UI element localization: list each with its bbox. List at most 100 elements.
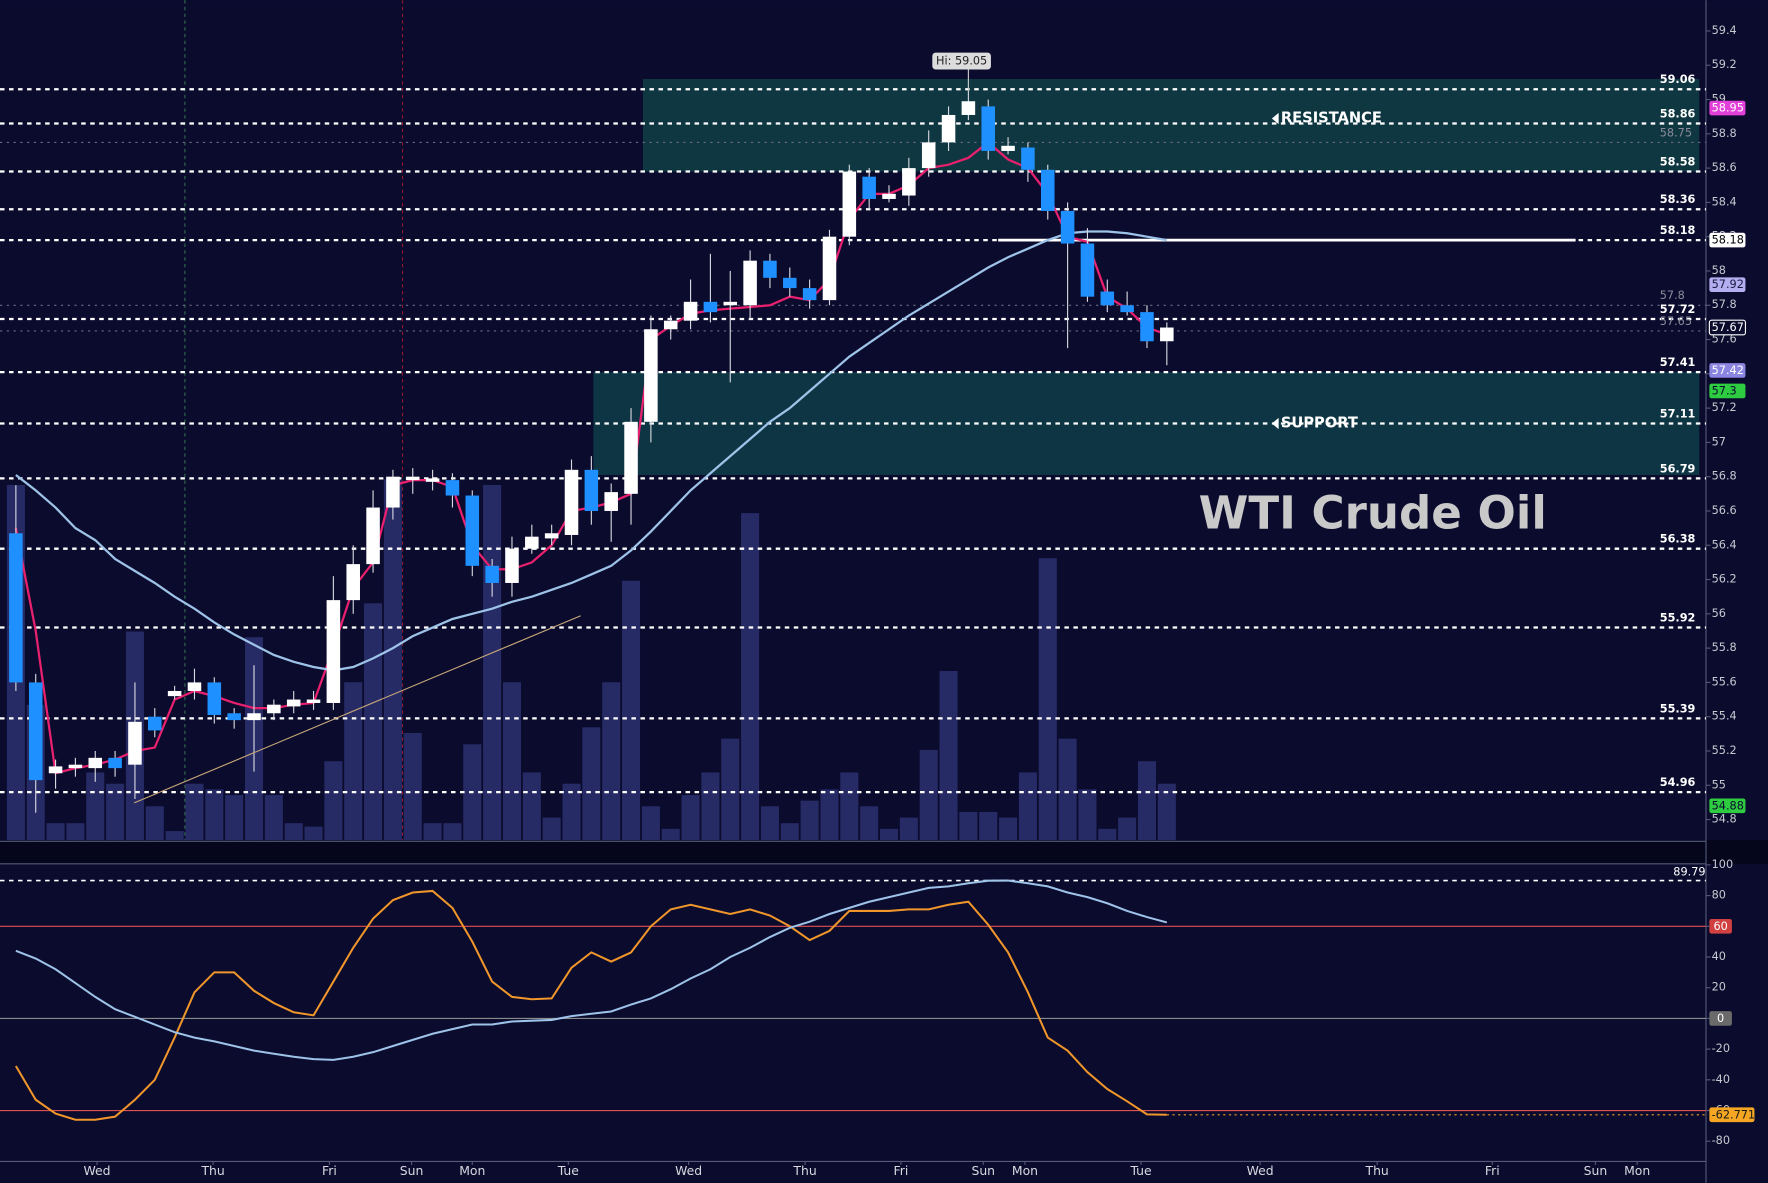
volume-bar: [1058, 738, 1077, 841]
candle-body: [68, 764, 83, 769]
y-tick-label: 58.6: [1712, 161, 1737, 174]
level-label: 55.92: [1660, 612, 1696, 625]
y-tick-label: 100: [1712, 858, 1734, 871]
candle-body: [783, 277, 797, 289]
volume-bar: [800, 800, 819, 841]
reference-badge-label: 0: [1717, 1012, 1724, 1025]
volume-bar: [721, 738, 740, 841]
y-tick-label: 57: [1712, 435, 1726, 448]
candle-body: [564, 469, 579, 535]
y-tick-label: 56.8: [1712, 470, 1737, 483]
last-value-badge: [1709, 1107, 1755, 1123]
candle-body: [921, 142, 936, 169]
candle-body: [743, 260, 757, 306]
candle-body: [683, 301, 698, 321]
level-label: 58.75: [1660, 126, 1692, 139]
zone: [642, 78, 1700, 172]
y-tick-label: 58.4: [1712, 195, 1737, 208]
volume-bar: [522, 772, 541, 841]
x-tick-label: Fri: [894, 1163, 909, 1178]
candle-body: [366, 507, 380, 565]
volume-bar: [1038, 558, 1057, 841]
candle-body: [624, 421, 638, 494]
volume-bar: [423, 823, 442, 841]
x-tick-label: Fri: [1485, 1163, 1500, 1178]
volume-bar: [820, 789, 839, 841]
candle-body: [604, 492, 618, 511]
candle-body: [763, 260, 777, 278]
volume-bar: [324, 761, 343, 841]
candle-body: [88, 757, 103, 769]
candle-body: [485, 565, 499, 583]
candle-body: [207, 682, 222, 715]
volume-bar: [443, 823, 462, 841]
candle-body: [28, 682, 43, 781]
candle-body: [326, 600, 341, 703]
x-tick-label: Mon: [1624, 1163, 1650, 1178]
candle-body: [227, 713, 241, 721]
x-tick-label: Tue: [557, 1163, 579, 1178]
reference-badge: [1709, 918, 1732, 934]
level-label: 58.86: [1660, 108, 1696, 121]
panel-separator: [0, 840, 1768, 864]
candle-body: [48, 766, 63, 774]
candle-body: [981, 106, 995, 151]
x-tick-label: Sun: [1584, 1163, 1608, 1178]
volume-bar: [1118, 817, 1137, 841]
volume-bar: [840, 772, 859, 841]
price-badge: [1709, 277, 1746, 293]
y-tick-label: -20: [1712, 1042, 1730, 1055]
x-tick-label: Sun: [971, 1163, 995, 1178]
price-badge: [1709, 363, 1746, 378]
level-label: 57.65: [1660, 315, 1692, 328]
x-tick-label: Fri: [322, 1163, 337, 1178]
candle-body: [723, 301, 738, 306]
volume-bar: [999, 817, 1018, 841]
y-tick-label: 56.6: [1712, 504, 1737, 517]
volume-bar: [304, 826, 323, 841]
hi-label: Hi: 59.05: [936, 55, 987, 68]
y-tick-label: 56.2: [1712, 573, 1737, 586]
candle-body: [425, 478, 440, 482]
y-tick-label: 80: [1712, 889, 1726, 902]
price-badge-label: 58.95: [1712, 102, 1744, 115]
candle-body: [148, 716, 162, 731]
x-tick-label: Sun: [400, 1163, 424, 1178]
volume-bar: [483, 484, 502, 841]
price-badge-label: 57.92: [1712, 278, 1744, 291]
price-badge: [1709, 383, 1746, 399]
candle-body: [267, 704, 281, 714]
zone-label-arrow: [1271, 112, 1279, 125]
volume-bar: [542, 817, 561, 841]
moving-average: [15, 230, 1168, 672]
oscillator-panel: 100806040200-20-40-60-80WedThuFriSunMonT…: [0, 858, 1755, 1178]
volume-bar: [899, 817, 918, 841]
candle-body: [644, 329, 658, 422]
candle-body: [802, 288, 817, 301]
oscillator-line: [15, 889, 1167, 1121]
volume-bar: [1137, 761, 1157, 841]
candle-body: [961, 101, 976, 115]
level-label: 57.11: [1660, 408, 1696, 421]
volume-bar: [364, 603, 383, 841]
last-value-label: -62.771: [1712, 1108, 1755, 1121]
candle-body: [822, 236, 837, 301]
reference-badge-label: 60: [1713, 920, 1727, 933]
y-tick-label: -40: [1712, 1073, 1730, 1086]
y-tick-label: 58: [1712, 264, 1726, 277]
y-tick-label: 40: [1712, 950, 1726, 963]
candle-body: [525, 536, 539, 549]
price-badge-label: 57.3: [1712, 385, 1737, 398]
y-tick-label: 54.8: [1712, 813, 1737, 826]
level-label: 57.8: [1660, 289, 1685, 302]
candle-body: [1140, 312, 1154, 342]
volume-bar: [760, 806, 779, 841]
volume-bar: [919, 749, 938, 841]
y-tick-label: 55.4: [1712, 710, 1737, 723]
y-tick-label: 55: [1712, 778, 1726, 791]
volume-bar: [344, 682, 363, 841]
price-badge: [1709, 798, 1746, 814]
price-badge-label: 57.67: [1712, 321, 1744, 334]
volume-bar: [165, 831, 184, 841]
candle-body: [1160, 327, 1174, 342]
